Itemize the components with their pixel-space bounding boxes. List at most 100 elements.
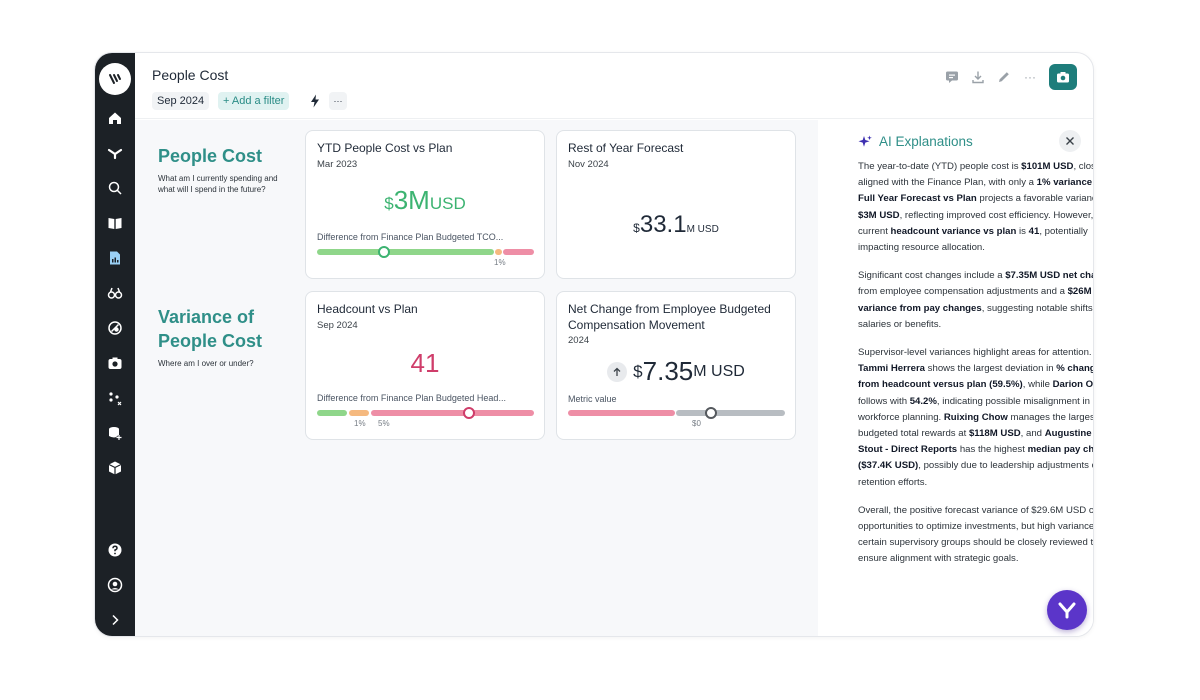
emphasis-text: $7.35M USD net change	[1005, 270, 1093, 282]
metric-value: $3MUSD	[306, 185, 544, 216]
arrow-up-icon	[607, 361, 628, 382]
section-title: People Cost	[158, 146, 263, 166]
assistant-fab-button[interactable]	[1047, 590, 1087, 630]
expand-nav-chevron-icon[interactable]	[103, 608, 127, 632]
card-date: Mar 2023	[317, 159, 358, 170]
bar-tick-label: 1%	[354, 419, 366, 428]
bar-segment-near	[495, 249, 502, 255]
body-text: has the highest	[957, 444, 1028, 456]
ai-paragraph: Supervisor-level variances highlight are…	[858, 345, 1094, 491]
body-text: , reflecting improved cost efficiency. H…	[858, 209, 1094, 237]
lightning-icon[interactable]	[306, 92, 324, 110]
home-icon[interactable]	[103, 106, 127, 130]
camera-icon	[1057, 72, 1069, 83]
bar-tick-label: 5%	[378, 419, 390, 428]
page-title: People Cost	[152, 67, 229, 83]
metric-prefix: $	[384, 194, 394, 213]
ai-paragraph: The year-to-date (YTD) people cost is $1…	[858, 159, 1094, 256]
bar-segment-positive	[676, 410, 785, 416]
card-headcount-vs-plan[interactable]: Headcount vs Plan Sep 2024 41 Difference…	[305, 291, 545, 440]
body-text: , possibly due to leadership adjustments…	[858, 460, 1094, 488]
close-button[interactable]	[1059, 130, 1081, 152]
bar-segment-over	[503, 249, 534, 255]
bar-tick-label: 1%	[494, 258, 506, 267]
filter-more-button[interactable]: ···	[329, 92, 347, 110]
ai-paragraph: Significant cost changes include a $7.35…	[858, 268, 1094, 333]
close-icon	[1066, 137, 1074, 145]
emphasis-text: 54.2%	[909, 395, 937, 407]
body-text: , suggesting notable shifts in salaries …	[858, 302, 1094, 330]
card-rest-of-year-forecast[interactable]: Rest of Year Forecast Nov 2024 $33.1M US…	[556, 130, 796, 279]
body-text: Supervisor-level variances highlight are…	[858, 347, 1094, 359]
emphasis-text: 1% variance	[1036, 177, 1093, 189]
edit-pencil-icon[interactable]	[995, 68, 1013, 86]
help-icon[interactable]	[103, 538, 127, 562]
emphasis-text: $101M USD	[1021, 161, 1074, 172]
card-date: Sep 2024	[317, 320, 358, 331]
section-people-cost: People Cost What am I currently spending…	[158, 144, 288, 195]
metric-value: $33.1M USD	[557, 211, 795, 239]
camera-icon[interactable]	[103, 351, 127, 375]
metric-prefix: $	[633, 361, 643, 381]
user-profile-icon[interactable]	[103, 573, 127, 597]
hierarchy-icon[interactable]	[103, 386, 127, 410]
package-icon[interactable]	[103, 456, 127, 480]
body-text: follows with	[858, 395, 910, 407]
body-text: manages the largest budgeted total rewar…	[858, 411, 1094, 440]
emphasis-text: % change from headcount versus plan (59.…	[858, 363, 1093, 391]
card-title: YTD People Cost vs Plan	[317, 141, 453, 155]
page-header: People Cost Sep 2024 + Add a filter ··· …	[135, 53, 1093, 119]
metric-value: $7.35 M USD	[557, 356, 795, 387]
body-text: shows the largest deviation in	[925, 363, 1057, 375]
metric-number: 33.1	[639, 211, 687, 238]
compare-circles-icon[interactable]	[103, 316, 127, 340]
card-title: Net Change from Employee Budgeted Compen…	[568, 302, 771, 332]
metric-prefix: $	[633, 221, 640, 235]
ai-explanations-panel: AI Explanations The year-to-date (YTD) p…	[818, 120, 1093, 636]
add-filter-button[interactable]: + Add a filter	[218, 92, 290, 110]
card-net-change-compensation[interactable]: Net Change from Employee Budgeted Compen…	[556, 291, 796, 440]
card-ytd-people-cost[interactable]: YTD People Cost vs Plan Mar 2023 $3MUSD …	[305, 130, 545, 279]
section-variance: Variance of People Cost Where am I over …	[158, 305, 288, 369]
section-title: Variance of People Cost	[158, 307, 263, 351]
body-text: is	[1016, 225, 1029, 237]
app-window: People Cost Sep 2024 + Add a filter ··· …	[94, 52, 1094, 637]
search-icon[interactable]	[103, 176, 127, 200]
app-logo[interactable]	[99, 63, 131, 95]
emphasis-text: median pay change ($37.4K USD)	[858, 444, 1094, 472]
card-title: Rest of Year Forecast	[568, 141, 684, 155]
card-title: Headcount vs Plan	[317, 302, 418, 316]
body-text: . The	[1092, 177, 1093, 188]
metric-number: 7.35	[642, 356, 694, 386]
emphasis-text: $3M USD	[858, 209, 900, 221]
emphasis-text: $118M USD	[968, 428, 1021, 440]
library-book-icon[interactable]	[103, 211, 127, 235]
database-add-icon[interactable]	[103, 421, 127, 445]
bar-segment-under	[317, 410, 347, 416]
insights-icon[interactable]	[103, 141, 127, 165]
more-options-button[interactable]: ···	[1024, 70, 1036, 84]
body-text: Overall, the positive forecast variance …	[858, 504, 1094, 565]
card-caption: Metric value	[568, 394, 617, 404]
ai-paragraph: Overall, the positive forecast variance …	[858, 503, 1094, 568]
binoculars-icon[interactable]	[103, 281, 127, 305]
emphasis-text: Ruixing Chow	[943, 411, 1008, 423]
metric-unit: M USD	[686, 224, 719, 235]
ai-panel-header: AI Explanations	[858, 134, 973, 149]
bar-segment-negative	[568, 410, 675, 416]
emphasis-text: Rylan Tammi Herrera	[858, 363, 926, 375]
download-icon[interactable]	[969, 68, 987, 86]
snapshot-camera-button[interactable]	[1049, 64, 1077, 90]
date-filter-chip[interactable]: Sep 2024	[152, 92, 210, 110]
section-subtitle: Where am I over or under?	[158, 359, 254, 368]
comment-icon[interactable]	[943, 68, 961, 86]
card-date: Nov 2024	[568, 159, 609, 170]
metric-unit: USD	[429, 194, 466, 213]
emphasis-text: $26M USD variance from pay changes	[858, 286, 1093, 314]
report-document-icon[interactable]	[103, 246, 127, 270]
emphasis-text: headcount variance vs plan	[890, 225, 1017, 237]
assistant-logo-icon	[1058, 602, 1076, 619]
body-text: projects a favorable variance of	[979, 193, 1093, 205]
emphasis-text: Darion Odom	[1052, 379, 1094, 391]
logo-mark-icon	[109, 74, 121, 84]
